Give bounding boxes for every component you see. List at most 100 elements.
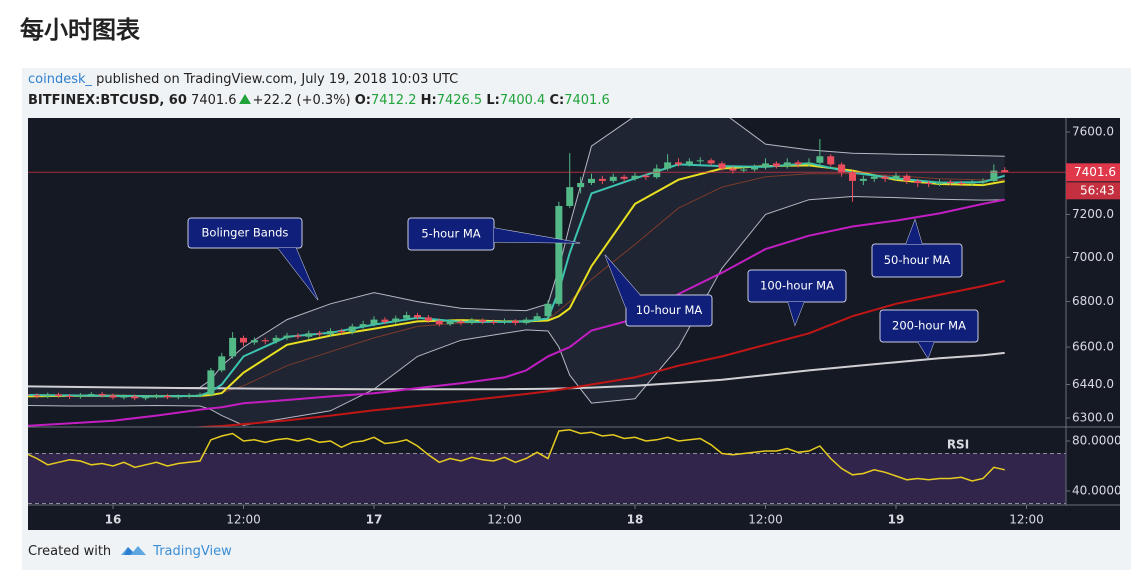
candle-body (120, 396, 128, 398)
quote-line: BITFINEX:BTCUSD, 60 7401.6 +22.2 (+0.3%) … (28, 93, 610, 108)
candle-body (533, 316, 541, 320)
candle-body (283, 335, 291, 338)
candle-body (305, 333, 313, 337)
callout-pointer-joint (494, 228, 580, 243)
candle-body (664, 162, 672, 169)
candle-body (990, 170, 998, 181)
candle-body (98, 394, 106, 396)
published: published on TradingView.com, July 19, 2… (96, 72, 459, 87)
candle-body (577, 182, 585, 188)
moving-average (28, 198, 1005, 427)
x-tick-label: 18 (627, 513, 644, 527)
brand[interactable]: TradingView (153, 544, 232, 559)
candle-body (979, 180, 987, 183)
candle-body (468, 320, 476, 324)
axes: 7600.0 7200.0 7000.0 6800.0 6600.0 6440.0 6300… (105, 124, 1120, 527)
last-price: 7401.6 (191, 93, 237, 108)
symbol: BITFINEX:BTCUSD, 60 (28, 93, 187, 108)
rsi-tick-label: 80.0000 (1072, 434, 1120, 448)
candle-body (957, 182, 965, 184)
x-tick-label: 12:00 (226, 513, 261, 527)
candle-body (718, 163, 726, 169)
candle-body (859, 178, 867, 181)
candle-body (1001, 170, 1009, 173)
candle-body (370, 319, 378, 325)
callout-pointer-joint (278, 248, 318, 300)
callout-pointer-joint (788, 302, 804, 325)
y-tick-label: 7600.0 (1072, 124, 1114, 138)
candle-body (457, 321, 465, 324)
countdown-box (1066, 182, 1120, 200)
page-title: 每小时图表 (20, 16, 140, 44)
h-label: H: (420, 93, 437, 108)
bollinger-upper (28, 118, 1005, 389)
l-value: 7400.4 (499, 93, 546, 108)
candle-body (185, 395, 193, 397)
candle-body (881, 176, 889, 179)
candle-body (196, 394, 204, 396)
last-price-label: 7401.6 (1074, 165, 1116, 179)
callout-label: Bolinger Bands (202, 226, 289, 240)
candle-body (740, 169, 748, 171)
candle-body (500, 320, 508, 323)
candle-body (272, 337, 280, 342)
candle-body (44, 394, 52, 397)
candle-body (729, 168, 737, 171)
candle-body (381, 319, 389, 322)
candle-body (479, 320, 487, 322)
candle-body (914, 180, 922, 183)
candle-body (490, 321, 498, 323)
candle-body (566, 187, 574, 206)
x-tick-label: 17 (366, 513, 383, 527)
rsi-tick-label: 40.0000 (1072, 484, 1120, 498)
o-label: O: (354, 93, 371, 108)
candle-body (424, 317, 432, 321)
candle-body (968, 182, 976, 184)
candle-body (772, 163, 780, 167)
candle-body (870, 176, 878, 179)
candle-body (87, 394, 95, 396)
annotations: Bolinger Bands 5-hour MA 10-hour MA 100-hou… (187, 217, 979, 360)
candle-body (163, 395, 171, 398)
candle-body (827, 156, 835, 165)
callout-pointer-joint (906, 220, 922, 244)
candle-body (337, 331, 345, 333)
candle-body (218, 356, 226, 371)
candle-body (794, 162, 802, 165)
candle-body (240, 337, 248, 343)
y-tick-label: 6300.0 (1072, 411, 1114, 425)
c-label: C: (549, 93, 565, 108)
countdown-label: 56:43 (1080, 183, 1115, 197)
candle-body (131, 396, 139, 399)
callout-pointer-joint (605, 255, 640, 308)
candle-body (33, 395, 41, 397)
y-tick-label: 7000.0 (1072, 250, 1114, 264)
candle-body (783, 162, 791, 167)
candle-body (446, 321, 454, 325)
logo (121, 546, 147, 555)
candle-body (620, 176, 628, 179)
rsi-pane: RSI (28, 429, 1066, 504)
candle-body (609, 176, 617, 181)
candle-body (685, 161, 693, 165)
created-with: Created with (28, 544, 112, 559)
candle-body (348, 326, 356, 333)
candle-body (413, 315, 421, 318)
callout-box (625, 294, 713, 327)
rsi-line (28, 429, 1005, 482)
author[interactable]: coindesk_ (28, 72, 93, 87)
x-tick-label: 19 (888, 513, 905, 527)
candle-body (925, 182, 933, 185)
y-tick-label: 6800.0 (1072, 294, 1114, 308)
candle-body (642, 175, 650, 178)
moving-average (28, 351, 1005, 391)
y-tick-label: 7200.0 (1072, 207, 1114, 221)
candle-body (142, 396, 150, 399)
publish-line: coindesk_ published on TradingView.com, … (28, 72, 458, 87)
bollinger-fill (28, 118, 1005, 426)
x-tick-label: 16 (105, 513, 122, 527)
candle-body (511, 320, 519, 324)
candle-body (435, 320, 443, 325)
candle-body (229, 337, 237, 357)
